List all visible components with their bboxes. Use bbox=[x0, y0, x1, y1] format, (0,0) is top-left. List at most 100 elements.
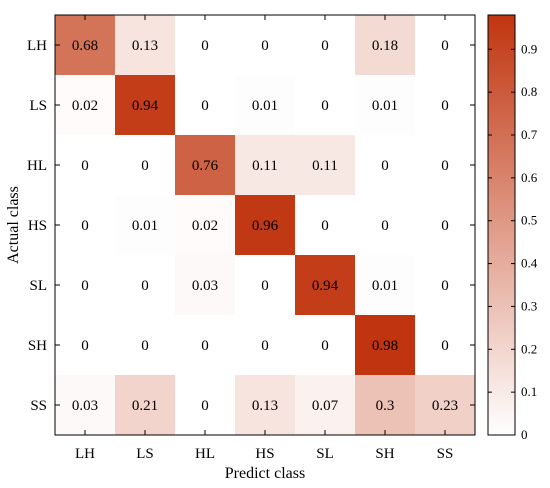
cell-value-label: 0 bbox=[201, 398, 209, 414]
heatmap-cell bbox=[415, 15, 476, 76]
cell-value-label: 0 bbox=[141, 278, 149, 294]
x-tick-label: SL bbox=[316, 446, 334, 462]
heatmap-cells bbox=[55, 15, 476, 436]
x-axis-label: Predict class bbox=[225, 465, 305, 482]
y-axis-label: Actual class bbox=[5, 186, 22, 264]
cell-value-label: 0 bbox=[201, 338, 209, 354]
heatmap-cell bbox=[295, 135, 356, 196]
heatmap-cell bbox=[175, 135, 236, 196]
cell-value-label: 0 bbox=[81, 158, 89, 174]
x-tick-label: SH bbox=[375, 446, 394, 462]
cell-value-label: 0 bbox=[201, 98, 209, 114]
heatmap-cell bbox=[355, 255, 416, 316]
colorbar-tick-label: 0.2 bbox=[521, 341, 537, 356]
cell-value-label: 0.21 bbox=[132, 398, 158, 414]
heatmap-cell bbox=[115, 375, 176, 436]
x-tick-label: HL bbox=[195, 446, 215, 462]
heatmap-cell bbox=[55, 75, 116, 136]
heatmap-cell-labels: 0.68 0.13 0 0 0 0.18 0 0.02 0.94 0 0.01 0 0.01 0 0 0 0.7… bbox=[72, 38, 458, 414]
cell-value-label: 0 bbox=[441, 218, 449, 234]
heatmap-cell bbox=[115, 315, 176, 376]
cell-value-label: 0.01 bbox=[132, 218, 158, 234]
heatmap-cell bbox=[175, 375, 236, 436]
x-tick-label: HS bbox=[255, 446, 274, 462]
heatmap-cell bbox=[55, 15, 116, 76]
cell-value-label: 0.11 bbox=[252, 158, 278, 174]
y-tick-label: SS bbox=[30, 398, 47, 414]
colorbar-tick-label: 0.3 bbox=[521, 298, 537, 313]
heatmap-cell bbox=[355, 375, 416, 436]
heatmap-cell bbox=[235, 15, 296, 76]
heatmap-cell bbox=[55, 315, 116, 376]
y-tick-label: HS bbox=[28, 218, 47, 234]
cell-value-label: 0 bbox=[261, 38, 269, 54]
cell-value-label: 0.76 bbox=[192, 158, 219, 174]
colorbar-tick-label: 0.4 bbox=[521, 256, 538, 271]
cell-value-label: 0.13 bbox=[132, 38, 158, 54]
cell-value-label: 0 bbox=[441, 38, 449, 54]
heatmap-cell bbox=[355, 75, 416, 136]
heatmap-cell bbox=[415, 135, 476, 196]
cell-value-label: 0.01 bbox=[372, 278, 398, 294]
heatmap-cell bbox=[295, 195, 356, 256]
cell-value-label: 0.94 bbox=[312, 278, 339, 294]
heatmap-cell bbox=[355, 315, 416, 376]
heatmap-cell bbox=[415, 315, 476, 376]
cell-value-label: 0.68 bbox=[72, 38, 98, 54]
heatmap-cell bbox=[355, 135, 416, 196]
heatmap-cell bbox=[55, 135, 116, 196]
heatmap-cell bbox=[235, 255, 296, 316]
cell-value-label: 0 bbox=[321, 218, 329, 234]
heatmap-cell bbox=[235, 375, 296, 436]
heatmap-cell bbox=[175, 195, 236, 256]
heatmap-cell bbox=[55, 375, 116, 436]
cell-value-label: 0 bbox=[321, 338, 329, 354]
colorbar-tick-label: 0.6 bbox=[521, 170, 538, 185]
cell-value-label: 0.02 bbox=[192, 218, 218, 234]
x-axis-ticks: LH LS HL HS SL SH SS bbox=[75, 15, 453, 462]
heatmap-cell bbox=[415, 195, 476, 256]
cell-value-label: 0 bbox=[441, 98, 449, 114]
y-tick-label: HL bbox=[27, 158, 47, 174]
x-tick-label: LH bbox=[75, 446, 95, 462]
cell-value-label: 0.11 bbox=[312, 158, 338, 174]
cell-value-label: 0.98 bbox=[372, 338, 398, 354]
cell-value-label: 0.01 bbox=[372, 98, 398, 114]
cell-value-label: 0 bbox=[141, 158, 149, 174]
cell-value-label: 0.02 bbox=[72, 98, 98, 114]
y-tick-label: SL bbox=[29, 278, 47, 294]
cell-value-label: 0 bbox=[321, 38, 329, 54]
x-tick-label: LS bbox=[136, 446, 154, 462]
y-tick-label: SH bbox=[28, 338, 47, 354]
colorbar-tick-label: 0.9 bbox=[521, 41, 537, 56]
heatmap-cell bbox=[175, 255, 236, 316]
heatmap-cell bbox=[115, 255, 176, 316]
heatmap-cell bbox=[295, 375, 356, 436]
heatmap-cell bbox=[295, 315, 356, 376]
cell-value-label: 0.03 bbox=[72, 398, 98, 414]
colorbar-tick-label: 0 bbox=[521, 427, 528, 442]
cell-value-label: 0 bbox=[81, 278, 89, 294]
heatmap-cell bbox=[355, 195, 416, 256]
cell-value-label: 0 bbox=[141, 338, 149, 354]
heatmap-cell bbox=[115, 75, 176, 136]
heatmap-cell bbox=[115, 15, 176, 76]
cell-value-label: 0 bbox=[381, 158, 389, 174]
heatmap-cell bbox=[55, 195, 116, 256]
cell-value-label: 0.94 bbox=[132, 98, 159, 114]
x-tick-label: SS bbox=[437, 446, 454, 462]
heatmap-cell bbox=[415, 375, 476, 436]
cell-value-label: 0 bbox=[441, 338, 449, 354]
heatmap-cell bbox=[235, 315, 296, 376]
heatmap-cell bbox=[295, 75, 356, 136]
cell-value-label: 0 bbox=[81, 218, 89, 234]
cell-value-label: 0.96 bbox=[252, 218, 279, 234]
heatmap-cell bbox=[415, 255, 476, 316]
cell-value-label: 0 bbox=[261, 278, 269, 294]
cell-value-label: 0 bbox=[81, 338, 89, 354]
cell-value-label: 0 bbox=[261, 338, 269, 354]
heatmap-cell bbox=[235, 75, 296, 136]
heatmap-cell bbox=[235, 195, 296, 256]
colorbar bbox=[487, 14, 516, 436]
